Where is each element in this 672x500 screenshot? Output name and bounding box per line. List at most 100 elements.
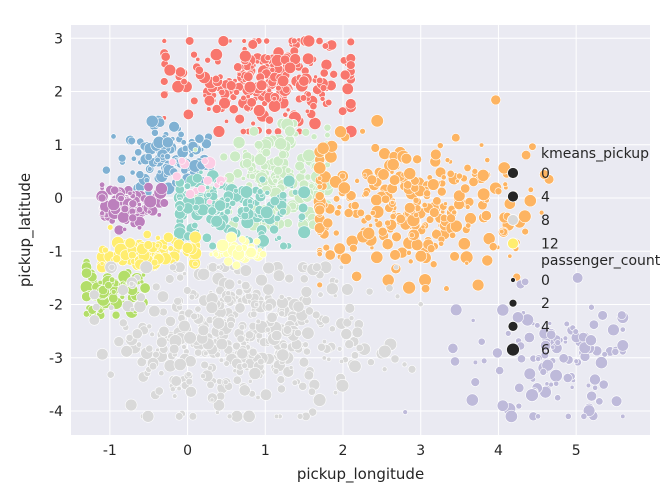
scatter-point (366, 174, 378, 186)
scatter-point (108, 263, 116, 271)
scatter-point (156, 169, 162, 175)
scatter-point (302, 52, 315, 65)
scatter-point (264, 54, 272, 62)
scatter-point (242, 205, 250, 213)
legend-hue-label: 12 (541, 237, 559, 253)
scatter-point (128, 280, 135, 287)
scatter-point (259, 388, 273, 401)
scatter-point (247, 39, 258, 50)
scatter-point (252, 104, 266, 117)
scatter-point (310, 133, 318, 141)
scatter-point (158, 325, 170, 337)
scatter-point (504, 409, 518, 423)
scatter-point (291, 188, 299, 196)
scatter-point (421, 284, 431, 294)
scatter-point (88, 314, 100, 326)
scatter-point (178, 156, 186, 165)
scatter-point (284, 125, 296, 137)
y-tick-label: 2 (54, 85, 63, 101)
scatter-point (146, 209, 152, 215)
scatter-point (332, 195, 341, 203)
scatter-point (226, 320, 235, 329)
scatter-point (335, 378, 350, 393)
scatter-point (192, 172, 203, 184)
scatter-point (482, 232, 496, 246)
scatter-point (617, 310, 627, 320)
scatter-point (302, 341, 309, 348)
scatter-point (253, 302, 260, 308)
scatter-point (540, 340, 552, 352)
scatter-point (276, 375, 286, 384)
scatter-point (362, 172, 368, 178)
scatter-point (161, 136, 174, 149)
scatter-point (282, 174, 296, 188)
legend-size-marker (506, 342, 520, 357)
scatter-point (314, 204, 326, 216)
scatter-point (449, 231, 457, 239)
scatter-point (219, 181, 224, 187)
scatter-point (346, 60, 356, 70)
scatter-point (215, 264, 221, 270)
scatter-point (427, 178, 440, 191)
scatter-point (218, 357, 225, 363)
scatter-point (226, 413, 233, 420)
scatter-point (81, 267, 93, 279)
scatter-point (512, 311, 524, 324)
scatter-point (562, 373, 573, 383)
scatter-point (271, 95, 277, 102)
scatter-point (229, 199, 237, 207)
scatter-point (348, 315, 355, 322)
scatter-point (478, 142, 485, 148)
scatter-point (345, 98, 357, 110)
scatter-point (99, 261, 105, 266)
scatter-point (107, 224, 114, 231)
scatter-point (148, 362, 158, 371)
scatter-point (585, 382, 592, 389)
scatter-point (263, 37, 271, 45)
scatter-point (238, 235, 247, 244)
scatter-point (170, 375, 182, 387)
scatter-point (181, 344, 187, 350)
scatter-point (176, 204, 184, 213)
scatter-point (279, 241, 288, 251)
scatter-point (234, 302, 246, 314)
scatter-point (156, 336, 168, 349)
scatter-point (194, 65, 204, 75)
scatter-point (429, 260, 438, 269)
scatter-point (301, 127, 311, 137)
scatter-point (316, 251, 323, 258)
legend-hue-label: 8 (541, 213, 550, 229)
scatter-point (117, 153, 127, 163)
scatter-point (507, 253, 513, 259)
scatter-point (168, 121, 180, 133)
scatter-point (550, 344, 556, 350)
scatter-point (456, 172, 463, 180)
scatter-point (443, 285, 450, 292)
scatter-point (477, 337, 486, 346)
scatter-point (216, 238, 230, 252)
scatter-point (294, 160, 305, 172)
legend: kmeans_pickup passenger_count 0 4 8 12 0 2 4 6 (506, 146, 661, 359)
scatter-point (212, 399, 225, 412)
scatter-point (160, 51, 171, 62)
scatter-point (412, 196, 420, 204)
scatter-point (278, 191, 288, 200)
scatter-point (146, 323, 153, 330)
scatter-point (390, 354, 400, 364)
scatter-point (298, 357, 310, 368)
scatter-point (136, 292, 146, 303)
scatter-point (248, 172, 256, 180)
scatter-point (457, 237, 471, 251)
scatter-point (301, 326, 315, 340)
scatter-point (113, 336, 125, 348)
scatter-point (402, 409, 408, 415)
scatter-point (280, 342, 288, 350)
scatter-point (189, 230, 202, 244)
scatter-point (328, 325, 336, 333)
scatter-point (188, 152, 195, 158)
scatter-point (302, 34, 316, 48)
scatter-point (515, 402, 523, 410)
scatter-point (117, 194, 125, 203)
scatter-point (262, 283, 275, 296)
